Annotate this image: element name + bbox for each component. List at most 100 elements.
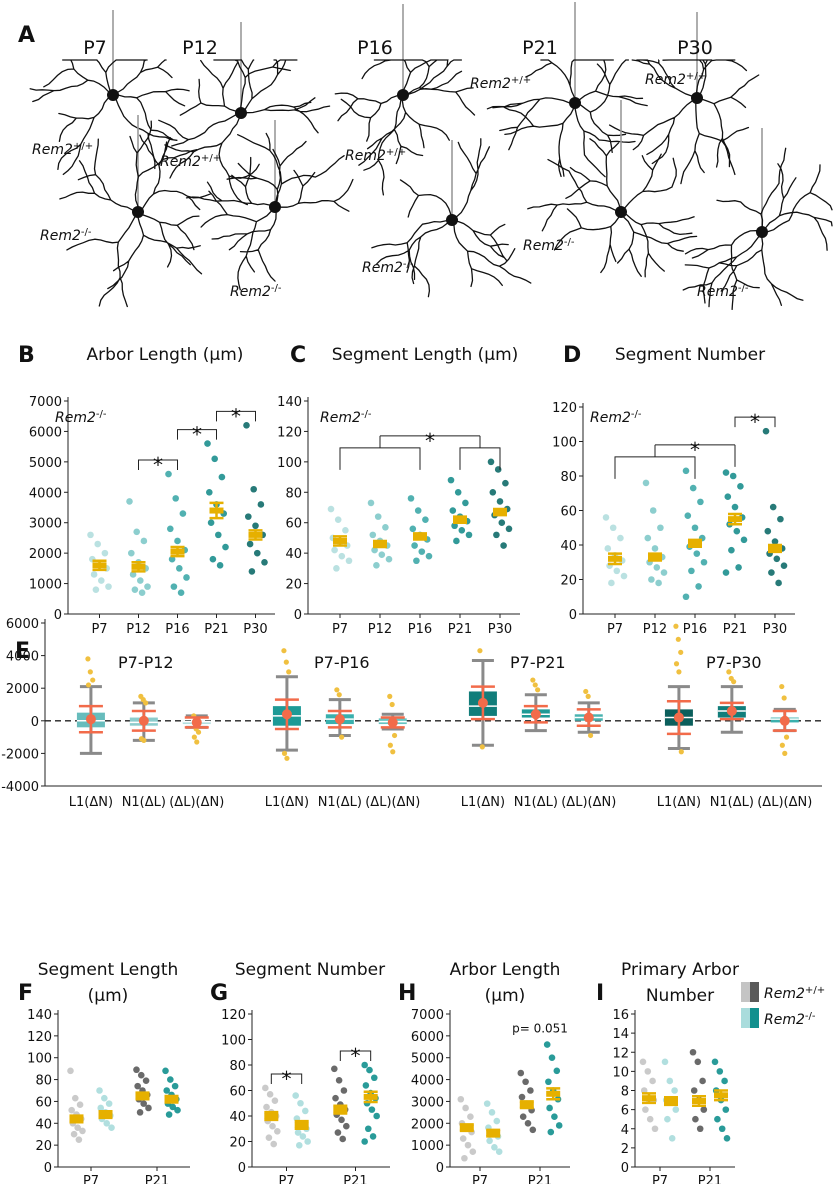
data-point — [204, 440, 211, 447]
data-point — [304, 1138, 311, 1145]
data-point — [529, 1126, 537, 1134]
data-point — [519, 1113, 527, 1121]
y-tick-label: -4000 — [1, 780, 39, 795]
data-point — [331, 1065, 338, 1073]
legend-swatch — [750, 982, 759, 1002]
data-point — [97, 1104, 105, 1112]
data-point — [726, 669, 732, 675]
y-tick-label: 0 — [44, 1161, 52, 1176]
data-point — [131, 586, 139, 593]
mean-marker — [191, 717, 202, 728]
chart-title: Arbor Length — [450, 960, 561, 980]
data-point — [688, 567, 695, 575]
data-point — [553, 1067, 561, 1075]
data-point — [336, 692, 342, 698]
data-point — [723, 1135, 731, 1142]
data-point — [144, 583, 151, 590]
x-tick-label: P30 — [763, 622, 787, 637]
data-point — [737, 483, 744, 490]
data-point — [505, 525, 513, 533]
data-point — [673, 623, 679, 629]
data-point — [693, 550, 701, 557]
data-point — [425, 552, 433, 560]
genotype-name: Rem2 — [645, 72, 686, 88]
legend-swatch — [741, 1008, 750, 1028]
y-tick-label: 8 — [621, 1085, 629, 1100]
mean-marker — [477, 697, 488, 708]
data-point — [690, 1087, 698, 1094]
data-point — [413, 557, 420, 565]
data-point — [98, 577, 105, 584]
data-point — [486, 1137, 493, 1145]
data-point — [367, 499, 375, 507]
group-title: P7-P12 — [118, 653, 174, 672]
data-point — [262, 1084, 269, 1092]
data-point — [724, 493, 732, 501]
genotype-name: Rem2 — [320, 410, 361, 426]
mean-marker — [726, 706, 737, 717]
group-title: P7-P30 — [706, 653, 762, 672]
data-point — [617, 534, 624, 542]
age-label: P30 — [677, 37, 713, 59]
data-point — [700, 558, 708, 566]
data-point — [692, 1115, 699, 1123]
genotype-superscript: +/+ — [201, 153, 221, 164]
mean-marker — [642, 1095, 656, 1102]
data-point — [483, 1100, 491, 1107]
data-point — [340, 1087, 348, 1094]
data-point — [462, 1104, 469, 1112]
y-tick-label: 3000 — [29, 517, 62, 532]
significance-bracket — [339, 1050, 372, 1061]
data-point — [781, 695, 787, 701]
panel-letter: B — [18, 343, 35, 368]
data-point — [67, 1067, 74, 1075]
data-point — [517, 1069, 525, 1077]
panel-letter: G — [210, 981, 228, 1006]
data-point — [642, 479, 650, 487]
mean-marker — [209, 507, 224, 514]
data-point — [286, 669, 292, 675]
mean-marker — [648, 554, 662, 561]
y-tick-label: 60 — [229, 1085, 246, 1100]
panel-letter: A — [18, 23, 35, 48]
data-point — [246, 540, 254, 548]
data-point — [163, 1087, 171, 1094]
y-tick-label: 120 — [221, 1008, 246, 1023]
x-tick-label: P7 — [652, 1174, 668, 1184]
data-point — [373, 1112, 380, 1120]
data-point — [145, 1104, 152, 1112]
genotype-superscript: +/+ — [511, 75, 531, 86]
genotype-label: Rem2-/- — [320, 409, 372, 427]
data-point — [493, 531, 500, 539]
genotype-name: Rem2 — [523, 238, 564, 254]
genotype-label: Rem2-/- — [362, 259, 414, 277]
data-point — [783, 734, 790, 740]
data-point — [176, 565, 183, 572]
x-tick-label: P12 — [126, 622, 150, 637]
genotype-superscript: -/- — [738, 283, 749, 294]
dendrite — [185, 132, 354, 291]
chart-title: (µm) — [88, 986, 129, 1006]
x-tick-label: L1(ΔN) — [657, 795, 701, 810]
y-tick-label: 120 — [552, 401, 577, 416]
y-tick-label: 7000 — [411, 1008, 444, 1023]
data-point — [411, 542, 418, 549]
significance-label: * — [351, 1044, 361, 1068]
data-point — [75, 1136, 83, 1143]
data-point — [71, 1094, 79, 1102]
y-tick-label: 2000 — [6, 682, 39, 697]
data-point — [261, 558, 268, 566]
mean-marker — [92, 562, 107, 569]
genotype-superscript: -/- — [564, 237, 575, 248]
data-point — [387, 742, 393, 748]
data-point — [461, 1154, 468, 1162]
mean-marker — [728, 516, 742, 523]
y-tick-label: 0 — [436, 1161, 444, 1176]
soma — [446, 214, 458, 226]
data-point — [266, 1091, 274, 1098]
data-point — [215, 531, 222, 539]
data-point — [133, 1066, 140, 1074]
data-point — [651, 1125, 659, 1133]
soma — [615, 206, 627, 218]
